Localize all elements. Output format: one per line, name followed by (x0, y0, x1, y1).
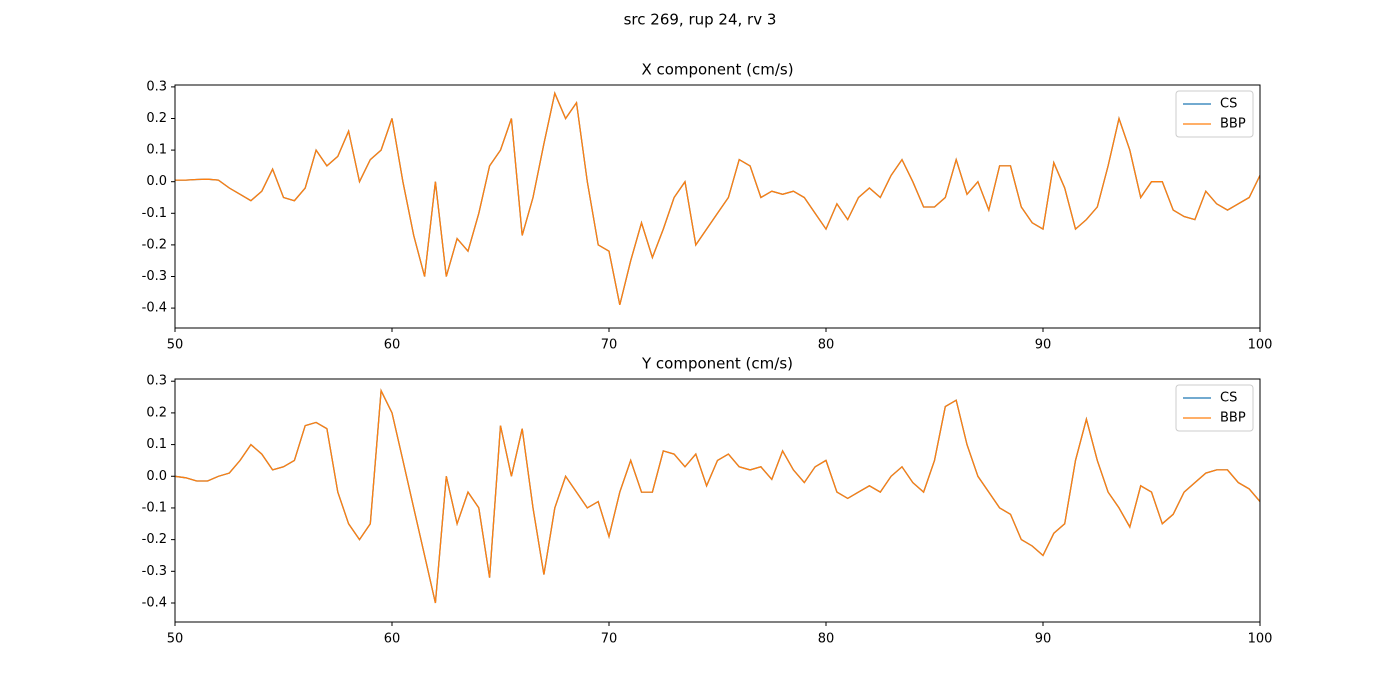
legend-label: CS (1220, 391, 1237, 406)
y-tick-label: 0.1 (146, 437, 167, 452)
y-tick-label: 0.1 (146, 143, 167, 158)
legend-label: BBP (1220, 117, 1246, 132)
y-tick-label: -0.4 (142, 595, 167, 610)
y-tick-label: 0.2 (146, 405, 167, 420)
axes-frame (174, 84, 1261, 329)
y-tick-label: -0.3 (142, 269, 167, 284)
x-tick-label: 60 (384, 632, 401, 647)
y-tick-label: 0.0 (146, 469, 167, 484)
legend-box (1175, 384, 1254, 432)
legend-label: CS (1220, 97, 1237, 112)
x-tick-label: 50 (167, 338, 184, 353)
y-tick-label: -0.2 (142, 237, 167, 252)
y-tick-label: 0.3 (146, 374, 167, 389)
y-tick-label: -0.2 (142, 532, 167, 547)
x-tick-label: 100 (1248, 632, 1273, 647)
series-line (175, 91, 1261, 306)
series-line (174, 388, 1261, 604)
axes-title: X component (cm/s) (641, 61, 793, 79)
legend-box (1175, 90, 1254, 138)
x-tick-label: 90 (1035, 632, 1052, 647)
y-tick-label: 0.2 (146, 111, 167, 126)
x-tick-label: 80 (818, 338, 835, 353)
x-tick-label: 70 (601, 632, 618, 647)
y-tick-label: -0.4 (142, 301, 167, 316)
x-tick-label: 100 (1248, 338, 1273, 353)
x-tick-label: 80 (818, 632, 835, 647)
y-tick-label: -0.1 (142, 500, 167, 515)
series-line (175, 91, 1261, 306)
series-line (174, 388, 1261, 604)
y-tick-label: -0.1 (142, 206, 167, 221)
legend-label: BBP (1220, 411, 1246, 426)
x-tick-label: 60 (384, 338, 401, 353)
x-tick-label: 50 (167, 632, 184, 647)
x-tick-label: 90 (1035, 338, 1052, 353)
axes-title: Y component (cm/s) (641, 355, 793, 373)
figure-title: src 269, rup 24, rv 3 (624, 11, 777, 29)
y-tick-label: 0.3 (146, 79, 167, 94)
x-tick-label: 70 (601, 338, 618, 353)
axes-frame (174, 378, 1261, 623)
y-tick-label: -0.3 (142, 564, 167, 579)
y-tick-label: 0.0 (146, 174, 167, 189)
